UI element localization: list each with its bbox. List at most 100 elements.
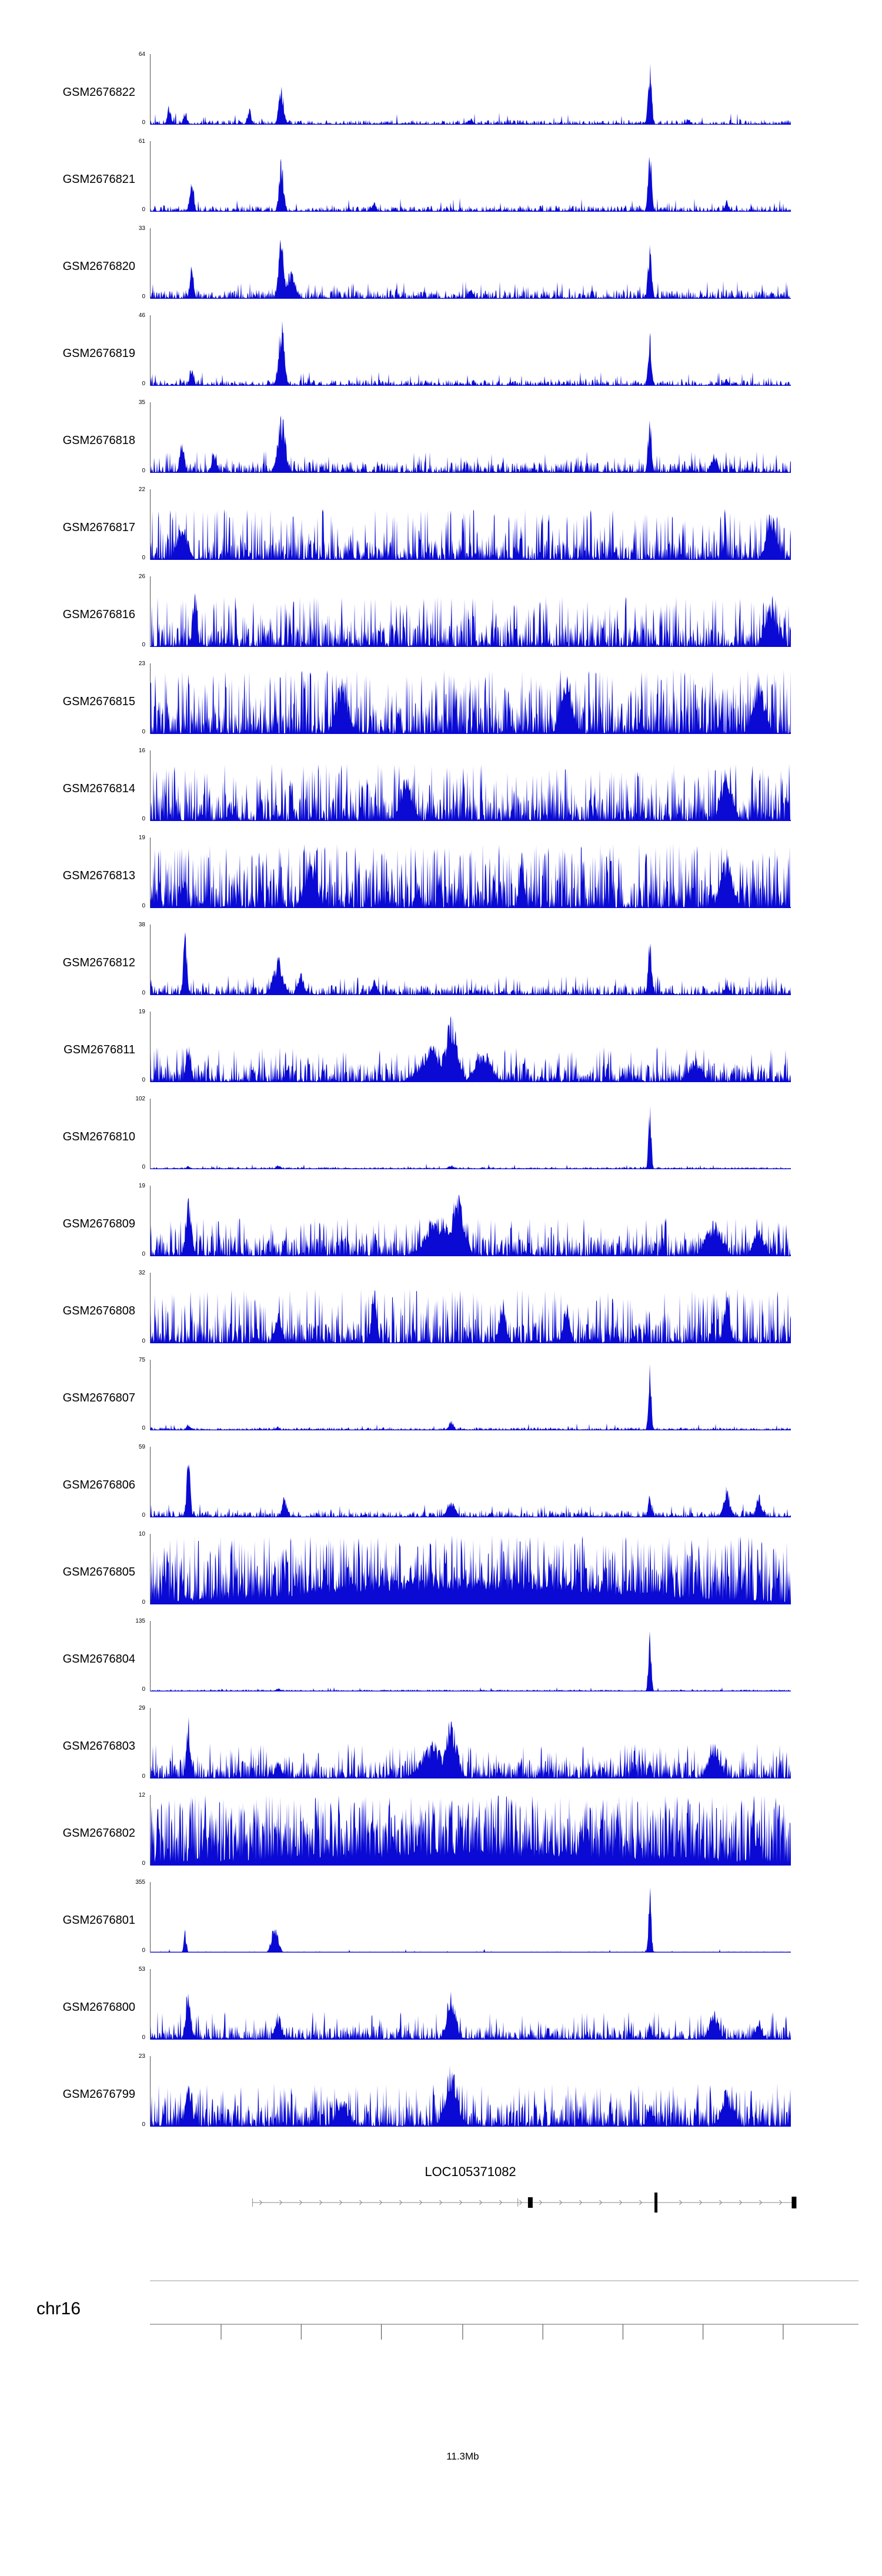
- track-ymin-label: 0: [142, 1686, 145, 1693]
- strand-arrow-icon: [579, 2200, 583, 2205]
- track-ymax-label: 35: [138, 399, 145, 406]
- y-axis-line: [150, 489, 151, 560]
- strand-arrow-icon: [259, 2200, 263, 2205]
- track-signal-plot: [150, 576, 791, 647]
- track-row: GSM2676816 26 0: [0, 573, 882, 662]
- strand-arrow-icon: [739, 2200, 743, 2205]
- track-ymin-label: 0: [142, 1512, 145, 1519]
- position-tick-label: 11.3Mb: [446, 2451, 479, 2462]
- y-axis-line: [150, 1621, 151, 1691]
- track-label: GSM2676801: [62, 1914, 135, 1927]
- strand-arrow-icon: [639, 2200, 643, 2205]
- track-ymin-label: 0: [142, 468, 145, 474]
- track-ymin-label: 0: [142, 903, 145, 909]
- track-ymin-label: 0: [142, 381, 145, 387]
- track-row: GSM2676799 23 0: [0, 2053, 882, 2142]
- track-ymax-label: 355: [135, 1879, 145, 1886]
- track-label: GSM2676815: [62, 695, 135, 708]
- signal-area: [150, 156, 791, 212]
- strand-arrow-icon: [519, 2200, 523, 2205]
- track-ymin-label: 0: [142, 1947, 145, 1954]
- signal-area: [150, 932, 791, 995]
- track-label: GSM2676811: [64, 1043, 135, 1056]
- track-label: GSM2676804: [62, 1653, 135, 1666]
- track-signal-plot: [150, 925, 791, 995]
- signal-area: [150, 1631, 791, 1691]
- signal-area: [150, 1795, 791, 1866]
- track-ymax-label: 75: [138, 1357, 145, 1363]
- exon-block: [654, 2193, 658, 2213]
- track-row: GSM2676817 22 0: [0, 486, 882, 575]
- signal-area: [150, 669, 791, 734]
- track-signal-plot: [150, 1099, 791, 1169]
- track-label: GSM2676822: [62, 86, 135, 99]
- track-ymax-label: 19: [138, 1183, 145, 1189]
- track-signal-plot: [150, 489, 791, 560]
- signal-area: [150, 321, 791, 386]
- y-axis-line: [150, 1969, 151, 2040]
- track-label: GSM2676809: [62, 1217, 135, 1230]
- track-row: GSM2676812 38 0: [0, 922, 882, 1010]
- signal-area: [150, 1363, 791, 1430]
- track-row: GSM2676814 16 0: [0, 748, 882, 836]
- strand-arrow-icon: [459, 2200, 463, 2205]
- track-signal-plot: [150, 1708, 791, 1778]
- signal-area: [150, 239, 791, 299]
- track-ymin-label: 0: [142, 1599, 145, 1606]
- track-ymax-label: 16: [138, 748, 145, 754]
- track-ymax-label: 29: [138, 1705, 145, 1711]
- track-ymax-label: 53: [138, 1966, 145, 1973]
- signal-tracks: GSM2676822 64 0 GSM2676821 61 0 GSM26768…: [0, 51, 882, 2142]
- track-row: GSM2676818 35 0: [0, 399, 882, 488]
- track-row: GSM2676815 23 0: [0, 660, 882, 749]
- track-ymax-label: 102: [135, 1096, 145, 1102]
- track-ymin-label: 0: [142, 816, 145, 822]
- track-row: GSM2676821 61 0: [0, 138, 882, 227]
- y-axis-line: [150, 141, 151, 212]
- y-axis-line: [150, 1099, 151, 1169]
- y-axis-line: [150, 1012, 151, 1082]
- gene-name-label: LOC105371082: [425, 2164, 516, 2179]
- signal-area: [150, 1016, 791, 1082]
- track-ymin-label: 0: [142, 206, 145, 213]
- track-row: GSM2676807 75 0: [0, 1357, 882, 1446]
- track-ymin-label: 0: [142, 2121, 145, 2128]
- track-ymin-label: 0: [142, 2034, 145, 2041]
- track-ymax-label: 23: [138, 660, 145, 667]
- track-ymin-label: 0: [142, 555, 145, 561]
- exon-block: [527, 2197, 533, 2208]
- chromosome-label: chr16: [36, 2299, 81, 2318]
- track-ymax-label: 12: [138, 1792, 145, 1798]
- y-axis-line: [150, 1273, 151, 1343]
- strand-arrow-icon: [599, 2200, 603, 2205]
- track-row: GSM2676804 135 0: [0, 1618, 882, 1707]
- track-label: GSM2676816: [62, 608, 135, 621]
- y-axis-line: [150, 1795, 151, 1866]
- signal-area: [150, 1464, 791, 1517]
- strand-arrow-icon: [719, 2200, 723, 2205]
- track-label: GSM2676808: [62, 1304, 135, 1317]
- track-row: GSM2676820 33 0: [0, 225, 882, 314]
- signal-area: [150, 2065, 791, 2127]
- track-label: GSM2676812: [62, 956, 135, 969]
- track-signal-plot: [150, 141, 791, 212]
- strand-arrow-icon: [759, 2200, 763, 2205]
- y-axis-line: [150, 925, 151, 995]
- track-row: GSM2676802 12 0: [0, 1792, 882, 1881]
- track-ymax-label: 19: [138, 835, 145, 841]
- signal-area: [150, 1717, 791, 1778]
- strand-arrow-icon: [679, 2200, 683, 2205]
- track-ymax-label: 33: [138, 225, 145, 232]
- signal-area: [150, 1535, 791, 1604]
- track-signal-plot: [150, 1882, 791, 1953]
- y-axis-line: [150, 2056, 151, 2127]
- y-axis-line: [150, 1360, 151, 1430]
- track-row: GSM2676803 29 0: [0, 1705, 882, 1794]
- track-signal-plot: [150, 315, 791, 386]
- track-signal-plot: [150, 402, 791, 473]
- track-row: GSM2676809 19 0: [0, 1183, 882, 1272]
- track-ymin-label: 0: [142, 1251, 145, 1257]
- track-label: GSM2676814: [62, 782, 135, 795]
- track-signal-plot: [150, 1012, 791, 1082]
- track-row: GSM2676805 10 0: [0, 1531, 882, 1620]
